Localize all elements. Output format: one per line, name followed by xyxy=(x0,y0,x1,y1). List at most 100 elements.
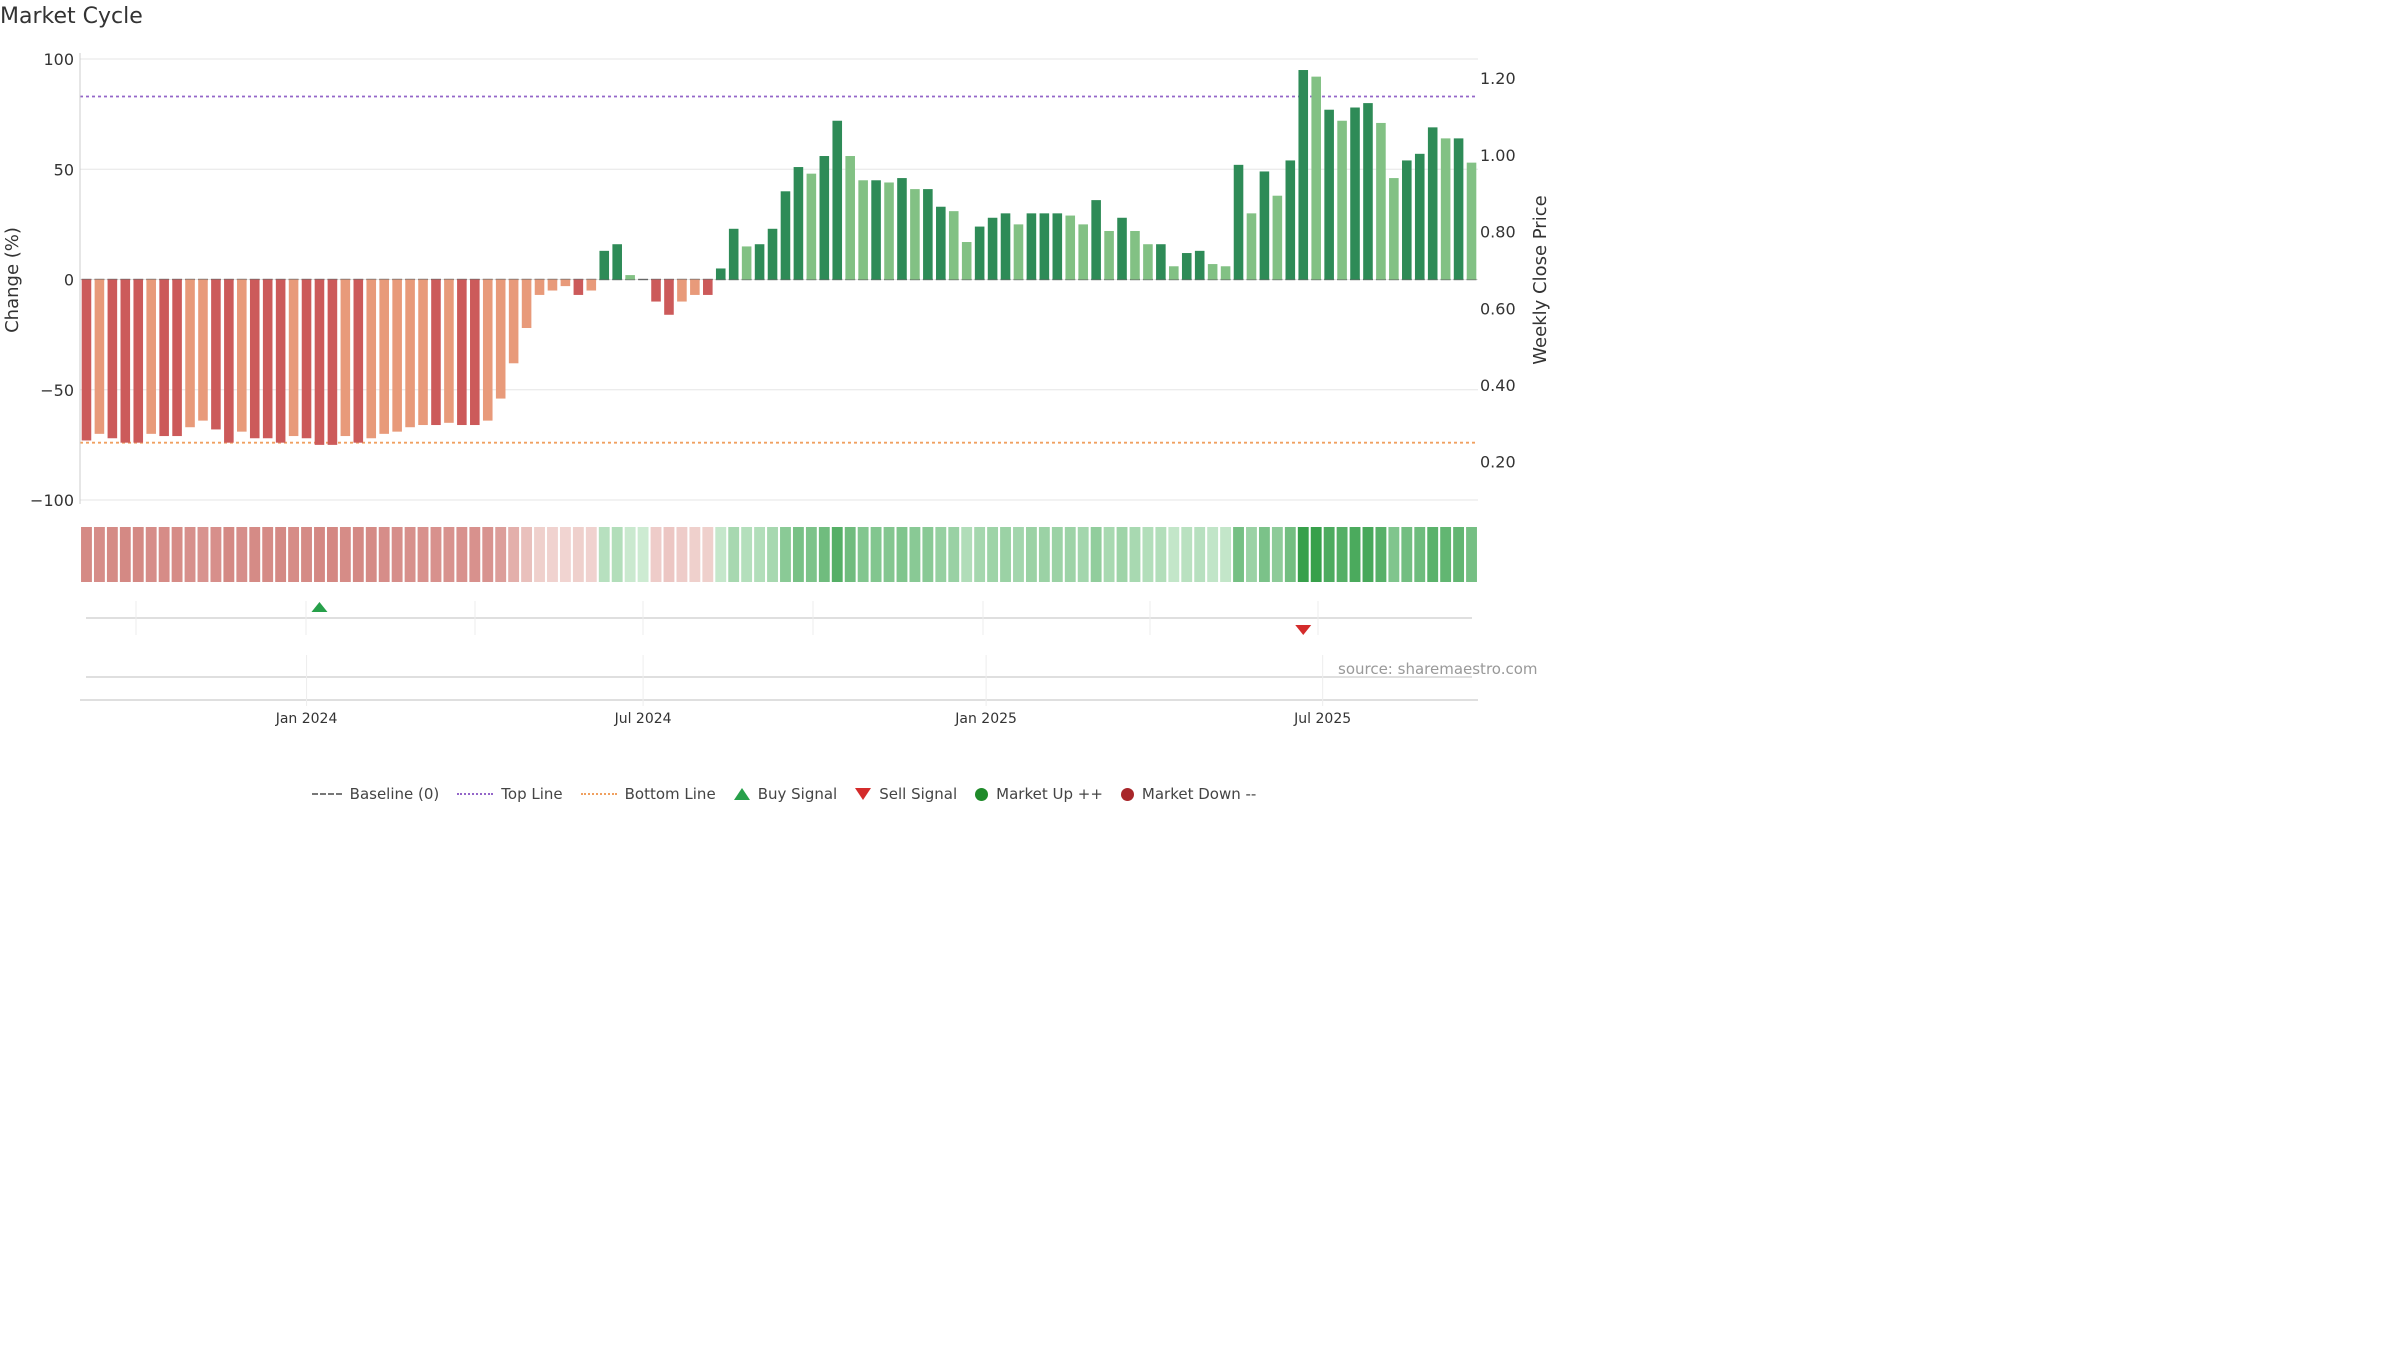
heat-cell xyxy=(805,527,817,582)
heat-cell xyxy=(663,527,675,582)
heat-cell xyxy=(1427,527,1439,582)
heat-cell xyxy=(1466,527,1477,582)
legend-item-bottom-line: Bottom Line xyxy=(580,785,716,803)
y2-axis-label: Weekly Close Price xyxy=(1530,195,1551,364)
bar xyxy=(1298,70,1309,280)
bar xyxy=(508,279,519,364)
heat-cell xyxy=(1220,527,1232,582)
bar xyxy=(948,211,959,280)
heat-cell xyxy=(184,527,196,582)
bar xyxy=(94,279,105,434)
bar xyxy=(1259,171,1270,280)
heat-cell xyxy=(1233,527,1244,582)
bar xyxy=(987,217,998,280)
bar xyxy=(936,206,946,280)
heat-cell xyxy=(1038,527,1050,582)
heat-cell xyxy=(974,527,986,582)
legend-label: Market Up ++ xyxy=(996,785,1103,803)
heat-cell xyxy=(1349,527,1361,582)
heat-cell xyxy=(1414,527,1426,582)
bar xyxy=(806,173,817,280)
heat-cell xyxy=(197,527,209,582)
bar xyxy=(560,279,571,287)
bar xyxy=(1350,107,1360,280)
heat-cell xyxy=(1064,527,1076,582)
heat-cell xyxy=(262,527,274,582)
heat-cell xyxy=(650,527,662,582)
bar xyxy=(1194,250,1205,280)
heat-cell xyxy=(754,527,766,582)
heat-cell xyxy=(236,527,248,582)
heat-cell xyxy=(508,527,520,582)
heat-cell xyxy=(1155,527,1167,582)
bar xyxy=(793,167,804,280)
bar xyxy=(651,279,661,302)
heat-cell xyxy=(534,527,545,582)
bar xyxy=(353,279,364,443)
bar xyxy=(418,279,428,426)
legend-label: Sell Signal xyxy=(879,785,958,803)
bar xyxy=(677,279,687,302)
triangle-down-icon xyxy=(855,788,872,800)
heat-cell xyxy=(689,527,701,582)
y-axis-label: Change (%) xyxy=(2,227,23,333)
heat-cell xyxy=(831,527,843,582)
x-tick-label: Jan 2024 xyxy=(275,711,338,727)
heat-cell xyxy=(430,527,442,582)
heat-cell xyxy=(314,527,325,582)
bar xyxy=(444,279,454,423)
bar xyxy=(185,279,195,428)
heat-cell xyxy=(469,527,481,582)
bar xyxy=(547,279,558,291)
heat-cell xyxy=(81,527,92,582)
bar xyxy=(107,279,118,439)
heat-cell xyxy=(572,527,584,582)
bar xyxy=(133,279,144,443)
heat-cell xyxy=(365,527,377,582)
heat-cell xyxy=(792,527,804,582)
bar xyxy=(625,275,635,280)
source-note: source: sharemaestro.com xyxy=(1338,660,1538,678)
heat-cell xyxy=(715,527,727,582)
heat-cell xyxy=(1362,527,1374,582)
bar xyxy=(379,279,389,434)
heat-cell xyxy=(1310,527,1322,582)
bar xyxy=(1233,164,1244,280)
y-axis-left: 100 50 0 −50 −100 xyxy=(30,50,81,510)
bar xyxy=(495,279,506,399)
heat-cell xyxy=(391,527,403,582)
bar xyxy=(1337,120,1347,280)
heat-cell xyxy=(1090,527,1102,582)
bar xyxy=(301,279,312,439)
heat-cell xyxy=(1077,527,1089,582)
heat-cell xyxy=(1258,527,1270,582)
bar xyxy=(262,279,273,439)
bar xyxy=(1389,178,1399,280)
heat-cell xyxy=(1336,527,1348,582)
heat-cell xyxy=(559,527,571,582)
heat-cell xyxy=(1297,527,1309,582)
heat-cell xyxy=(922,527,934,582)
x-tick-label: Jul 2024 xyxy=(614,711,672,727)
y-tick-label: −50 xyxy=(40,381,74,400)
bar xyxy=(366,279,377,439)
bar xyxy=(871,180,881,280)
bar xyxy=(1078,224,1088,280)
bottom-line-swatch xyxy=(580,793,617,795)
bar xyxy=(703,279,713,295)
heat-cell xyxy=(132,527,144,582)
bar xyxy=(1466,162,1477,280)
y2-tick-label: 1.00 xyxy=(1480,146,1516,165)
bar xyxy=(1324,109,1334,280)
legend-item-baseline: Baseline (0) xyxy=(311,785,440,803)
heat-cell xyxy=(456,527,468,582)
heat-cell xyxy=(961,527,973,582)
legend-label: Baseline (0) xyxy=(349,785,440,803)
heat-cell xyxy=(249,527,261,582)
bar xyxy=(690,279,700,295)
heat-cell xyxy=(1129,527,1141,582)
bar xyxy=(534,279,545,295)
bar xyxy=(1363,103,1373,280)
bar xyxy=(81,279,92,441)
heat-cell xyxy=(896,527,908,582)
